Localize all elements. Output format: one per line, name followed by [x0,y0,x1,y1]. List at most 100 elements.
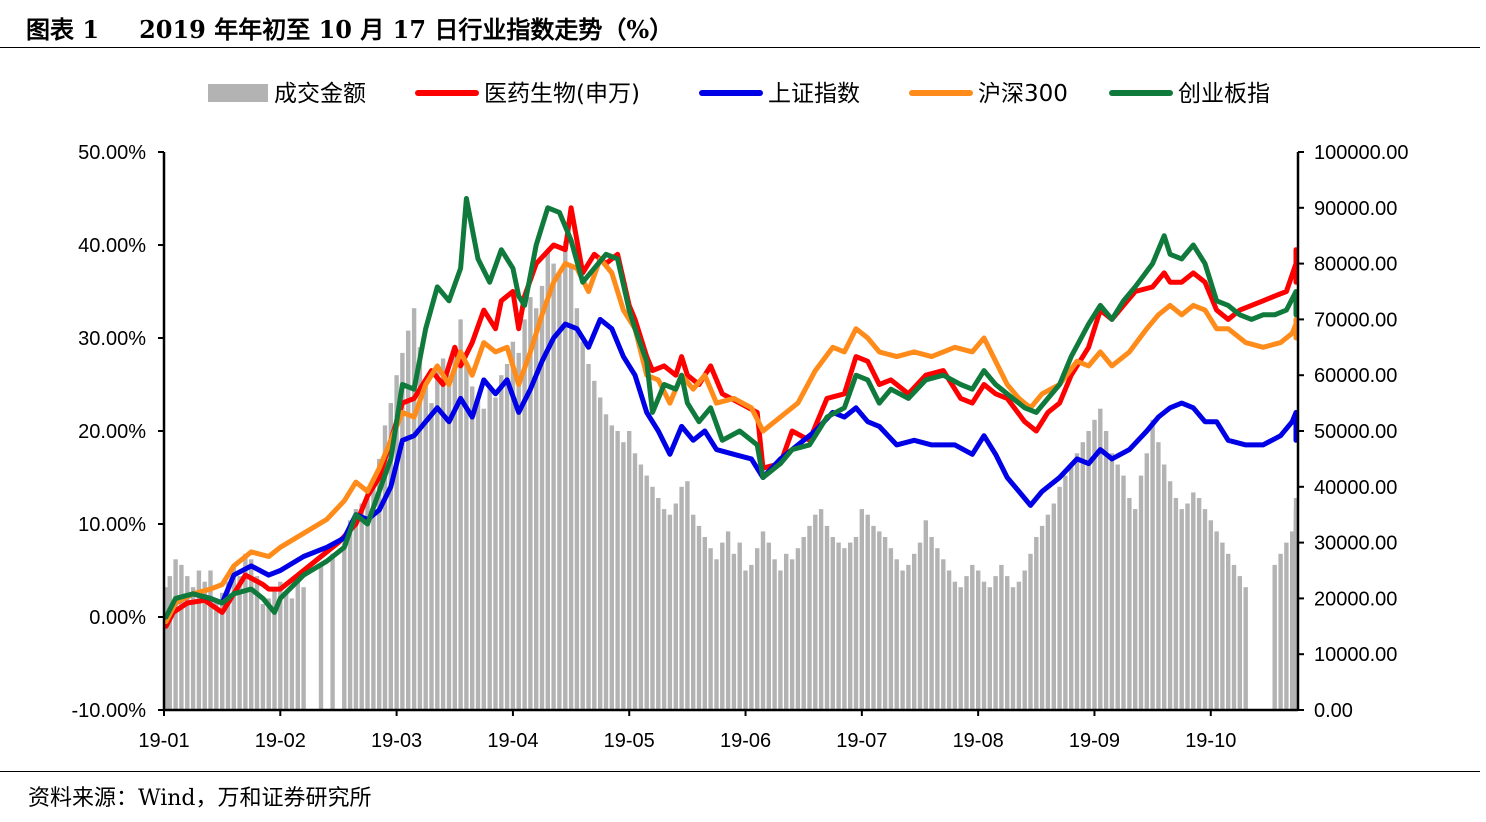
volume-bar [737,542,742,710]
volume-bar [580,341,585,710]
volume-bar [1208,520,1213,710]
volume-bar [1005,576,1010,710]
volume-bar [749,564,754,710]
legend-label-volume: 成交金额 [274,81,366,107]
right-tick-label: 90000.00 [1314,198,1397,220]
volume-bar [295,581,300,710]
volume-bar [661,509,667,710]
volume-bar [1028,553,1033,710]
volume-bar [743,570,748,710]
volume-bar [882,537,888,710]
volume-bar [377,458,382,710]
volume-bar [650,486,655,710]
volume-bar [330,553,335,710]
volume-bar [976,570,981,710]
volume-bar [487,386,492,710]
volume-bar [644,475,649,710]
volume-bar [917,542,923,710]
volume-bar [592,380,597,710]
volume-bar [731,553,737,710]
volume-bar [365,486,370,710]
volume-bar [563,241,568,711]
volume-bar [214,598,219,710]
volume-bar [237,576,242,710]
volume-bar [1293,570,1299,710]
volume-bar [685,481,690,710]
volume-bar [615,431,620,710]
volume-bar [382,425,388,710]
left-tick-label: 30.00% [78,328,146,350]
volume-bars [163,241,1299,711]
volume-bar [900,570,905,710]
volume-bar [958,587,963,710]
volume-bar [1121,475,1126,710]
volume-bar [586,364,591,710]
volume-bar [871,525,876,710]
x-tick-label: 19-08 [953,730,1004,752]
volume-bar [1290,531,1295,710]
volume-bar [440,358,446,710]
volume-bar [970,564,975,710]
volume-bar [551,263,556,710]
right-tick-label: 10000.00 [1314,644,1397,666]
volume-bar [190,587,196,710]
volume-bar [411,308,417,710]
index-lines [163,196,1299,629]
volume-bar [534,308,539,710]
volume-bar [708,548,713,710]
volume-bar [667,514,673,710]
volume-bar [1022,570,1027,710]
volume-bar [772,559,777,710]
volume-bar [1069,464,1074,710]
volume-bar [912,553,917,710]
right-tick-label: 0.00 [1314,700,1353,722]
volume-bar [429,403,434,710]
volume-bar [522,319,527,710]
volume-bar [342,537,347,710]
volume-bar [603,414,609,710]
volume-bar [574,308,580,710]
volume-bar [417,347,423,710]
volume-bar [1185,503,1190,710]
series-line-chinext [163,196,1299,620]
volume-bar [1138,475,1144,710]
volume-bar [220,592,225,710]
volume-bar [1010,587,1016,710]
volume-bar [830,537,835,710]
left-tick-label: 40.00% [78,235,146,257]
volume-bar [249,559,254,710]
volume-bar [818,509,824,710]
volume-bar [941,559,946,710]
x-tick-label: 19-01 [138,730,189,752]
legend-label-chinext: 创业板指 [1178,81,1270,107]
volume-bar [848,542,853,710]
source-note: 资料来源：Wind，万和证券研究所 [28,786,372,811]
volume-bar [400,352,405,710]
volume-bar [185,576,190,710]
volume-bar [946,570,952,710]
volume-bar [1191,492,1196,710]
volume-bar [318,564,324,710]
volume-bar [766,542,771,710]
volume-bar [254,576,260,710]
volume-bar [196,570,202,710]
legend-swatch-volume [208,84,268,102]
volume-bar [1214,531,1219,710]
x-tick-label: 19-06 [720,730,771,752]
volume-bar [231,564,236,710]
volume-bar [778,570,783,710]
left-tick-label: 20.00% [78,421,146,443]
volume-bar [621,442,626,710]
right-tick-label: 60000.00 [1314,365,1397,387]
volume-bar [435,369,440,710]
volume-bar [673,503,678,710]
volume-bar [1237,576,1242,710]
volume-bar [598,397,603,710]
volume-bar [935,548,940,710]
series-line-shanghai [163,316,1299,625]
volume-bar [371,481,376,710]
volume-bar [1080,442,1085,710]
bottom-rule [0,771,1480,772]
volume-bar [929,537,934,710]
